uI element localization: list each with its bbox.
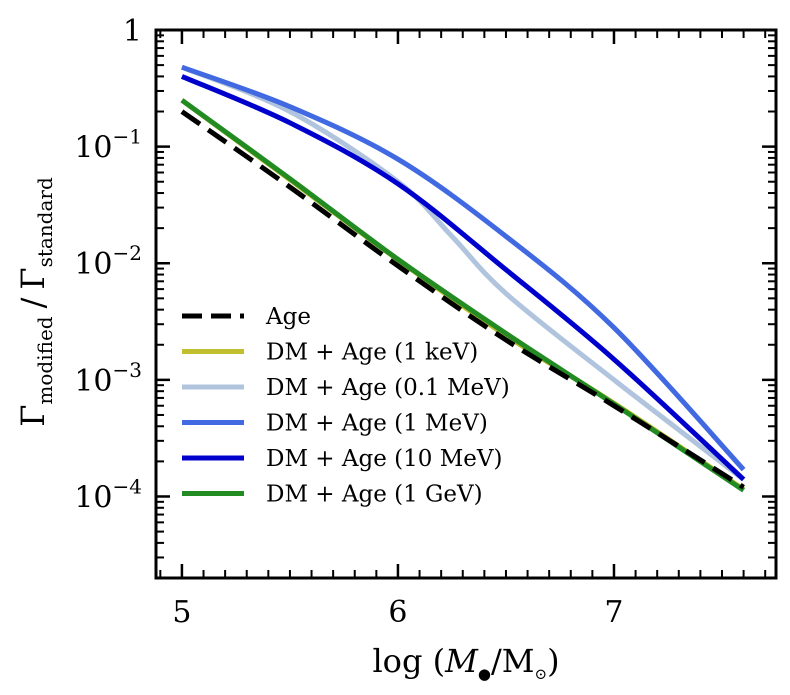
legend-label: Age: [265, 304, 311, 330]
plot-frame: [154, 28, 778, 580]
y-axis-title-gamma2: Γ: [14, 267, 52, 289]
legend-label: DM + Age (1 GeV): [266, 482, 483, 508]
x-axis-title-sun: ⊙: [534, 665, 547, 683]
legend-label: DM + Age (0.1 MeV): [266, 375, 510, 401]
x-axis-title-bh: ●: [478, 665, 491, 683]
x-tick-labels: 5 6 7: [172, 595, 623, 630]
series-line-3: [181, 64, 746, 472]
series-line-0: [180, 109, 745, 490]
y-tick-labels: 1 10−1 10−2 10−3 10−4: [74, 14, 142, 515]
x-tick-label: 6: [388, 595, 407, 630]
y-tick-label: 1: [123, 14, 142, 49]
y-tick-label: 10−3: [74, 358, 142, 399]
y-axis-title-sub1: modified: [33, 316, 57, 404]
y-tick-label: 10−1: [74, 125, 142, 166]
series-line-2: [180, 64, 746, 482]
series-layer: [180, 64, 746, 493]
y-tick-label: 10−4: [74, 474, 142, 515]
x-axis-title-suffix: ): [547, 642, 559, 680]
y-axis-title-sub2: standard: [33, 177, 57, 267]
legend-label: DM + Age (1 keV): [266, 340, 478, 366]
y-axis-title: Γmodified / Γstandard: [14, 177, 57, 427]
x-axis-title: log (M●/M⊙): [372, 642, 559, 683]
legend-label: DM + Age (10 MeV): [266, 446, 502, 472]
y-axis-title-gamma1: Γ: [14, 405, 52, 427]
x-axis-title-m: M: [444, 642, 479, 680]
x-axis-title-slash: /M: [491, 642, 535, 680]
legend: Age DM + Age (1 keV) DM + Age (0.1 MeV) DM …: [182, 304, 510, 508]
legend-label: DM + Age (1 MeV): [266, 411, 488, 437]
y-tick-label: 10−2: [74, 241, 142, 282]
x-tick-label: 7: [604, 595, 623, 630]
series-line-4: [180, 74, 746, 482]
x-axis-title-prefix: log (: [372, 642, 445, 680]
x-tick-label: 5: [172, 595, 191, 630]
y-axis-title-sep: /: [14, 297, 52, 308]
